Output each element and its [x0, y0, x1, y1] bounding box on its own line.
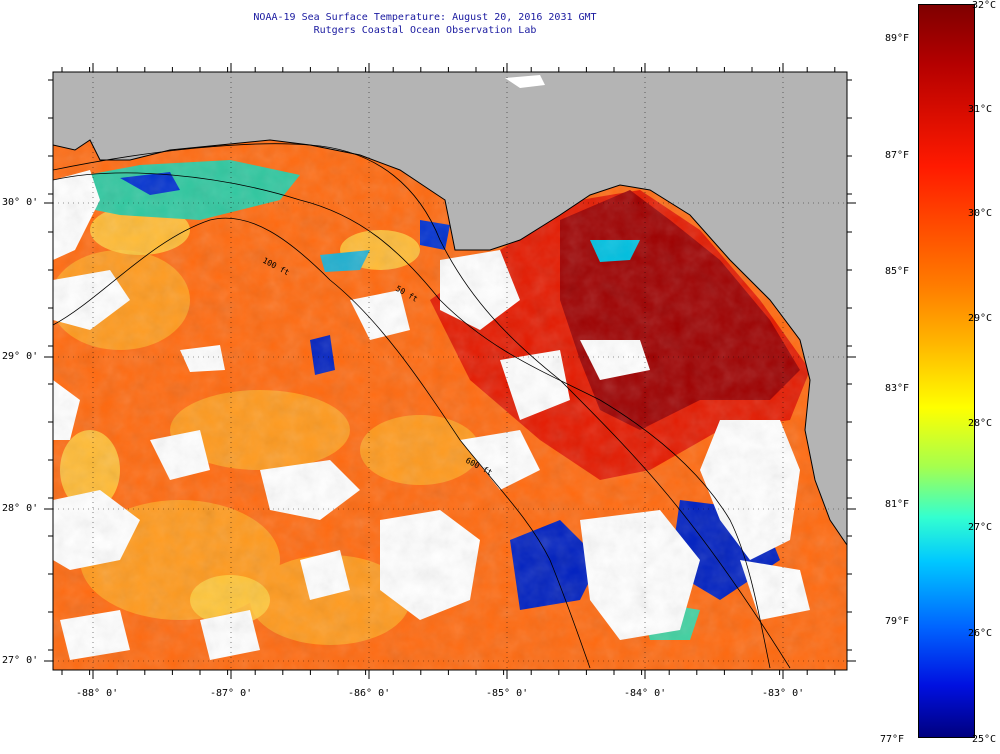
coastline: [53, 139, 847, 546]
lat-label-27: 27° 0': [2, 655, 39, 666]
cbar-c-26: 26°C: [968, 628, 993, 639]
cbar-c-28: 28°C: [968, 418, 993, 429]
lon-label-86: -86° 0': [348, 688, 391, 699]
land-cloud-fleck: [505, 75, 545, 88]
lon-label-83: -83° 0': [762, 688, 805, 699]
map-title: NOAA-19 Sea Surface Temperature: August …: [253, 12, 597, 23]
cbar-c-27: 27°C: [968, 522, 993, 533]
cbar-c-25: 25°C: [972, 734, 997, 745]
lat-label-29: 29° 0': [2, 351, 39, 362]
tick-marks: [44, 63, 856, 679]
temperature-colorbar: [918, 4, 975, 738]
depth-contours: [53, 143, 791, 669]
cbar-c-31: 31°C: [968, 104, 993, 115]
cbar-c-29: 29°C: [968, 313, 993, 324]
cbar-f-89: 89°F: [885, 33, 910, 44]
cbar-f-77: 77°F: [880, 734, 905, 745]
plot-frame: [52, 71, 848, 671]
cbar-c-30: 30°C: [968, 208, 993, 219]
map-subtitle: Rutgers Coastal Ocean Observation Lab: [313, 25, 537, 36]
minor-ticks: [48, 67, 852, 675]
lon-label-84: -84° 0': [624, 688, 667, 699]
lat-label-30: 30° 0': [2, 197, 39, 208]
cbar-f-83: 83°F: [885, 383, 910, 394]
cbar-f-87: 87°F: [885, 150, 910, 161]
land-mass: [53, 72, 847, 545]
cbar-c-32: 32°C: [972, 0, 997, 11]
lon-label-85: -85° 0': [486, 688, 529, 699]
lon-label-88: -88° 0': [76, 688, 119, 699]
lat-label-28: 28° 0': [2, 503, 39, 514]
cbar-f-81: 81°F: [885, 499, 910, 510]
cbar-f-79: 79°F: [885, 616, 910, 627]
lon-label-87: -87° 0': [210, 688, 253, 699]
cbar-f-85: 85°F: [885, 266, 910, 277]
